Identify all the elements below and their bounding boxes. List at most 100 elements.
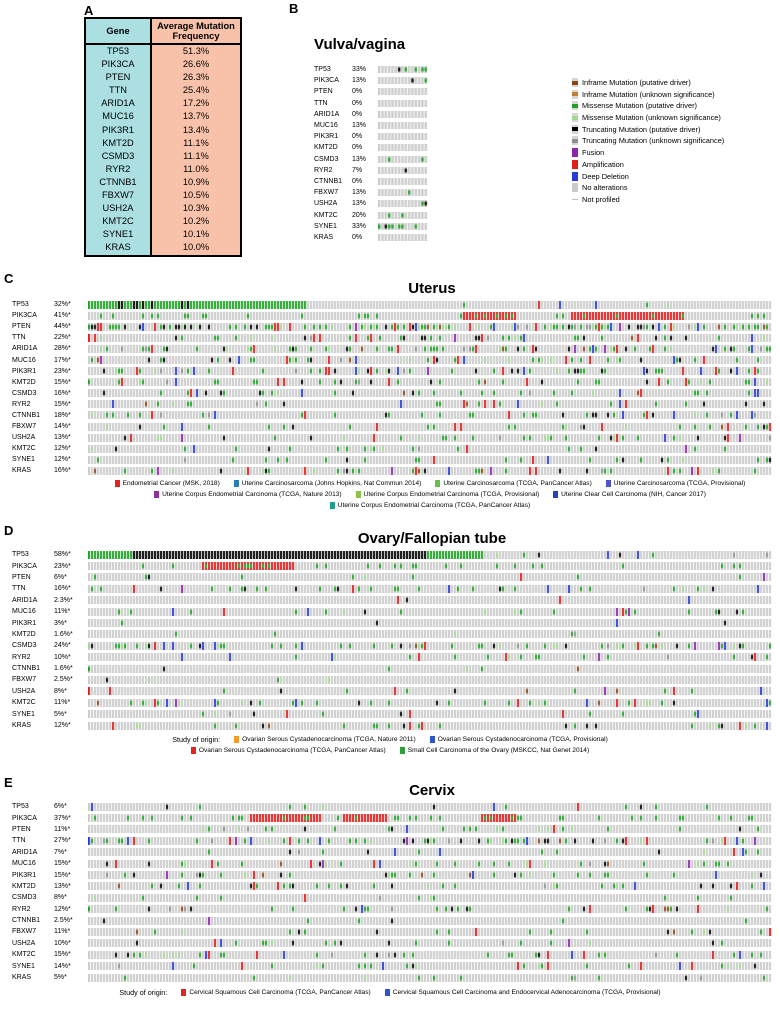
table-row: TTN 25.4% bbox=[85, 84, 241, 98]
oncoprint-row-fbxw7: FBXW7 13% bbox=[314, 187, 428, 198]
oncoprint-row-kmt2d: KMT2D 15%* bbox=[12, 377, 772, 388]
oncoprint-track bbox=[378, 189, 428, 197]
gene-label: PIK3R1 bbox=[12, 871, 37, 879]
oncoprint-track bbox=[88, 973, 772, 982]
study-color-swatch bbox=[233, 480, 239, 488]
gene-cell: ARID1A bbox=[85, 97, 152, 111]
gene-label: MUC16 bbox=[12, 608, 36, 616]
oncoprint-row-csmd3: CSMD3 8%* bbox=[12, 892, 772, 903]
study-color-swatch bbox=[234, 736, 240, 744]
oncoprint-row-csmd3: CSMD3 16%* bbox=[12, 388, 772, 399]
study-of-origin-legend-uterus: Endometrial Cancer (MSK, 2018) Uterine Ca… bbox=[85, 479, 775, 511]
gene-frequency: 11%* bbox=[54, 825, 71, 833]
oncoprint-track bbox=[88, 333, 772, 342]
study-item: Uterine Corpus Endometrial Carcinoma (TC… bbox=[154, 490, 342, 500]
gene-frequency: 13% bbox=[352, 200, 367, 208]
oncoprint-track bbox=[378, 133, 428, 141]
oncoprint-uterus: TP53 32%* PIK3CA 41%* PTEN 44%* TTN 22%* ARID1A 2… bbox=[12, 299, 772, 477]
gene-label: TP53 bbox=[12, 803, 29, 811]
gene-label: SYNE1 bbox=[12, 962, 35, 970]
study-item-label: Endometrial Cancer (MSK, 2018) bbox=[122, 480, 220, 487]
frequency-cell: 25.4% bbox=[151, 84, 241, 98]
legend-label: Inframe Mutation (unknown significance) bbox=[582, 89, 715, 99]
oncoprint-row-pik3ca: PIK3CA 41%* bbox=[12, 310, 772, 321]
gene-label: KRAS bbox=[12, 467, 32, 475]
gene-frequency: 13%* bbox=[54, 434, 71, 442]
panel-b-title: Vulva/vagina bbox=[314, 36, 406, 53]
gene-label: SYNE1 bbox=[314, 222, 337, 230]
oncoprint-track bbox=[378, 233, 428, 241]
table-header-gene: Gene bbox=[84, 17, 152, 45]
oncoprint-track bbox=[88, 573, 772, 582]
table-row: PIK3R1 13.4% bbox=[85, 123, 241, 137]
gene-frequency: 3%* bbox=[54, 619, 67, 627]
frequency-cell: 26.6% bbox=[151, 58, 241, 72]
frequency-cell: 11.0% bbox=[151, 162, 241, 176]
gene-label: FBXW7 bbox=[12, 423, 37, 431]
gene-frequency: 7% bbox=[352, 166, 363, 174]
gene-frequency: 2.5%* bbox=[54, 917, 73, 925]
gene-frequency: 11%* bbox=[54, 699, 71, 707]
gene-frequency: 20% bbox=[352, 211, 367, 219]
study-item: Ovarian Serous Cystadenocarcinoma (TCGA,… bbox=[234, 735, 416, 745]
gene-frequency: 14%* bbox=[54, 962, 71, 970]
oncoprint-track bbox=[88, 550, 772, 559]
gene-frequency: 58%* bbox=[54, 551, 71, 559]
gene-frequency: 13%* bbox=[54, 882, 71, 890]
legend-label: Fusion bbox=[582, 148, 605, 158]
legend-label: Not profiled bbox=[582, 194, 620, 204]
oncoprint-track bbox=[88, 607, 772, 616]
oncoprint-row-pik3r1: PIK3R1 15%* bbox=[12, 869, 772, 880]
oncoprint-row-ttn: TTN 0% bbox=[314, 98, 428, 109]
legend-item: Inframe Mutation (unknown significance) bbox=[572, 89, 724, 99]
oncoprint-track bbox=[378, 166, 428, 174]
gene-label: RYR2 bbox=[12, 400, 31, 408]
oncoprint-row-pten: PTEN 11%* bbox=[12, 824, 772, 835]
study-of-origin-label: Study of origin: bbox=[172, 735, 221, 744]
oncoprint-row-syne1: SYNE1 14%* bbox=[12, 960, 772, 971]
study-item-label: Uterine Carcinosarcoma (Johns Hopkins, N… bbox=[241, 480, 422, 487]
legend-glyph-empty-icon bbox=[572, 183, 578, 193]
study-item-label: Ovarian Serous Cystadenocarcinoma (TCGA,… bbox=[198, 747, 386, 754]
gene-cell: FBXW7 bbox=[85, 189, 152, 203]
oncoprint-row-muc16: MUC16 11%* bbox=[12, 606, 772, 617]
mutation-frequency-table: Gene Average Mutation Frequency TP53 51.3… bbox=[84, 17, 242, 257]
table-row: FBXW7 10.5% bbox=[85, 189, 241, 203]
oncoprint-track bbox=[88, 455, 772, 464]
gene-frequency: 33% bbox=[352, 66, 367, 74]
oncoprint-row-kras: KRAS 5%* bbox=[12, 972, 772, 983]
legend-item: Inframe Mutation (putative driver) bbox=[572, 78, 724, 87]
oncoprint-track bbox=[378, 110, 428, 118]
oncoprint-row-csmd3: CSMD3 24%* bbox=[12, 640, 772, 651]
oncoprint-row-syne1: SYNE1 12%* bbox=[12, 454, 772, 465]
panel-a-label: A bbox=[84, 3, 94, 18]
gene-label: FBXW7 bbox=[12, 928, 37, 936]
oncoprint-row-arid1a: ARID1A 28%* bbox=[12, 343, 772, 354]
gene-cell: USH2A bbox=[85, 202, 152, 216]
gene-frequency: 14%* bbox=[54, 423, 71, 431]
oncoprint-row-ctnnb1: CTNNB1 1.6%* bbox=[12, 663, 772, 674]
legend-item: Fusion bbox=[572, 148, 724, 158]
study-item: Uterine Carcinosarcoma (Johns Hopkins, N… bbox=[233, 479, 422, 489]
oncoprint-row-ush2a: USH2A 13%* bbox=[12, 432, 772, 443]
study-item: Small Cell Carcinoma of the Ovary (MSKCC… bbox=[399, 746, 589, 756]
gene-frequency: 15%* bbox=[54, 951, 71, 959]
gene-label: PTEN bbox=[12, 573, 31, 581]
gene-label: FBXW7 bbox=[12, 676, 37, 684]
oncoprint-row-tp53: TP53 6%* bbox=[12, 801, 772, 812]
table-row: CTNNB1 10.9% bbox=[85, 175, 241, 190]
oncoprint-track bbox=[88, 422, 772, 431]
frequency-cell: 11.1% bbox=[151, 136, 241, 150]
legend-glyph-tick-icon bbox=[572, 78, 578, 87]
oncoprint-row-pik3ca: PIK3CA 37%* bbox=[12, 812, 772, 823]
oncoprint-row-fbxw7: FBXW7 2.5%* bbox=[12, 674, 772, 685]
gene-label: PTEN bbox=[314, 88, 333, 96]
oncoprint-row-tp53: TP53 33% bbox=[314, 64, 428, 75]
oncoprint-row-kmt2c: KMT2C 15%* bbox=[12, 949, 772, 960]
legend-label: Truncating Mutation (unknown significanc… bbox=[582, 136, 725, 146]
study-color-swatch bbox=[553, 491, 559, 499]
gene-frequency: 8%* bbox=[54, 687, 67, 695]
legend-item: Truncating Mutation (unknown significanc… bbox=[572, 136, 725, 146]
legend-glyph-tick-icon bbox=[572, 101, 578, 111]
